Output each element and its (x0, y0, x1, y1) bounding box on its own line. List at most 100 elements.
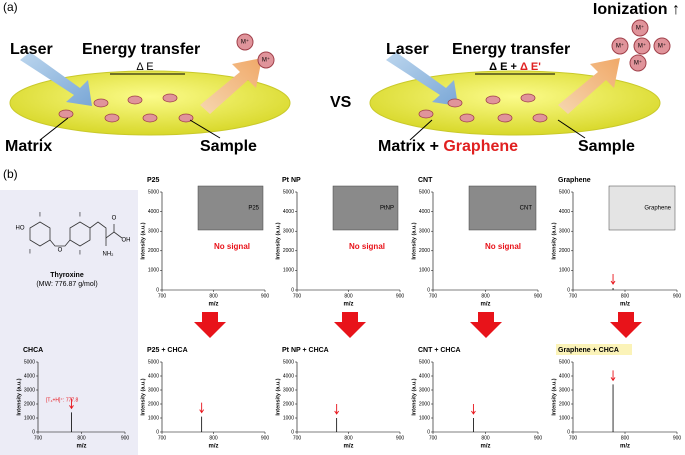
y-tick-label: 2000 (559, 401, 570, 407)
energy-label: Energy transfer (452, 41, 570, 58)
inset-label: PtNP (380, 206, 394, 212)
x-tick-label: 700 (34, 435, 43, 441)
ion (633, 37, 651, 55)
x-axis-label: m/z (343, 444, 353, 450)
y-tick-label: 5000 (24, 359, 35, 365)
inset-label: CNT (520, 206, 533, 212)
x-tick-label: 800 (344, 435, 353, 441)
y-tick-label: 3000 (419, 229, 430, 235)
ion-label: M⁺ (636, 25, 644, 32)
y-tick-label: 3000 (559, 387, 570, 393)
matrix-label: Matrix + Graphene (378, 138, 518, 155)
right-scheme (369, 52, 661, 141)
y-tick-label: 4000 (559, 373, 570, 379)
y-tick-label: 2000 (148, 401, 159, 407)
sample-pointer (189, 119, 221, 139)
y-tick-label: 1000 (283, 268, 294, 274)
left-scheme (9, 52, 291, 141)
sample-dots (418, 93, 548, 123)
atoms: HO I I O I I NH₂ OH O (16, 213, 131, 258)
y-tick-label: 0 (32, 429, 35, 435)
y-tick-label: 0 (291, 287, 294, 293)
y-tick-label: 3000 (24, 387, 35, 393)
y-tick-label: 4000 (148, 373, 159, 379)
y-tick-label: 4000 (148, 209, 159, 215)
peak-arrow (199, 402, 205, 414)
y-tick-label: 5000 (283, 359, 294, 365)
inset-label: Graphene (644, 206, 671, 212)
peak-annotation: [T₄+H]⁺: 777.8 (46, 397, 79, 403)
vs-label: VS (330, 94, 352, 111)
y-tick-label: 2000 (283, 248, 294, 254)
ion (257, 51, 275, 69)
x-tick-label: 900 (673, 435, 682, 441)
peak-arrow (610, 370, 616, 382)
x-tick-label: 900 (534, 435, 543, 441)
ionization-label: Ionization ↑ (593, 1, 680, 18)
x-tick-label: 800 (481, 293, 490, 299)
y-axis-label: Intensity (a.u.) (411, 222, 417, 259)
matrix-text: Matrix + (378, 138, 443, 155)
y-tick-label: 1000 (148, 415, 159, 421)
delta-base: Δ E + (489, 61, 520, 73)
y-tick-label: 1000 (24, 415, 35, 421)
y-tick-label: 5000 (559, 189, 570, 195)
y-tick-label: 1000 (559, 415, 570, 421)
ion-label: M⁺ (616, 43, 624, 50)
x-tick-label: 800 (209, 293, 218, 299)
y-tick-label: 4000 (283, 209, 294, 215)
atom-label: O (58, 248, 63, 254)
delta-label: Δ E (136, 61, 153, 73)
peak-arrow (610, 274, 616, 285)
x-tick-label: 700 (429, 293, 438, 299)
x-tick-label: 700 (569, 435, 578, 441)
x-tick-label: 700 (569, 293, 578, 299)
y-tick-label: 1000 (419, 415, 430, 421)
x-tick-label: 900 (534, 293, 543, 299)
tem-inset (608, 185, 676, 231)
matrix-label: Matrix (5, 138, 52, 155)
sample-label: Sample (200, 138, 257, 155)
atom-label: I (39, 213, 41, 219)
x-tick-label: 700 (293, 293, 302, 299)
ion (631, 19, 649, 37)
ion (653, 37, 671, 55)
y-tick-label: 2000 (148, 248, 159, 254)
ion-label: M⁺ (638, 43, 646, 50)
x-axis-label: m/z (480, 444, 490, 450)
panel-label: (a) (3, 0, 18, 14)
note: No signal (485, 242, 521, 251)
y-tick-label: 0 (567, 287, 570, 293)
x-tick-label: 800 (209, 435, 218, 441)
matrix-pointer (39, 117, 69, 141)
y-tick-label: 5000 (148, 189, 159, 195)
chart-title: Pt NP (282, 177, 301, 184)
tem-inset (197, 185, 264, 231)
chart-title: P25 + CHCA (147, 347, 188, 354)
y-tick-label: 2000 (283, 401, 294, 407)
ion (236, 33, 254, 51)
x-tick-label: 900 (121, 435, 130, 441)
y-tick-label: 4000 (419, 373, 430, 379)
y-axis-label: Intensity (a.u.) (140, 222, 146, 259)
x-axis-label: m/z (343, 302, 353, 308)
y-tick-label: 1000 (148, 268, 159, 274)
ion-label: M⁺ (241, 39, 249, 46)
x-tick-label: 700 (158, 293, 167, 299)
chart-title: Graphene + CHCA (558, 347, 619, 354)
y-tick-label: 3000 (559, 229, 570, 235)
x-tick-label: 900 (261, 435, 270, 441)
panel-label: (b) (3, 167, 18, 181)
ion-label: M⁺ (634, 60, 642, 67)
y-tick-label: 1000 (419, 268, 430, 274)
compound-name: Thyroxine (50, 272, 84, 279)
x-tick-label: 900 (673, 293, 682, 299)
x-tick-label: 900 (396, 435, 405, 441)
atom-label: NH₂ (103, 252, 115, 258)
y-axis-label: Intensity (a.u.) (411, 378, 417, 415)
note: No signal (214, 242, 250, 251)
x-tick-label: 800 (481, 435, 490, 441)
atom-label: I (79, 213, 81, 219)
sample-dots (58, 93, 194, 123)
